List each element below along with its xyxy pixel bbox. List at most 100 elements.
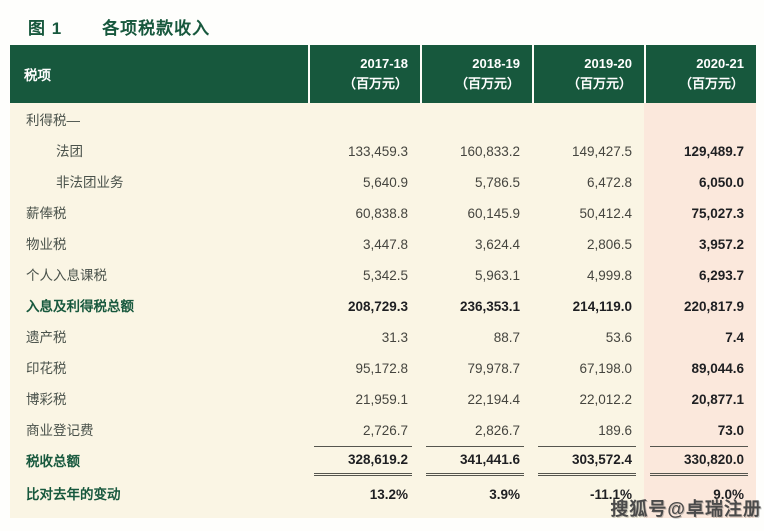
header-year: 2019-20 <box>584 55 632 71</box>
header-year: 2020-21 <box>696 55 744 71</box>
table-row-total-revenue: 税收总额 328,619.2 341,441.6 303,572.4 330,8… <box>10 446 756 479</box>
header-unit: （百万元） <box>342 76 408 91</box>
cell: 7.4 <box>725 330 744 345</box>
cell: 133,459.3 <box>347 144 408 159</box>
cell: 22,012.2 <box>579 392 632 407</box>
cell: 75,027.3 <box>691 206 744 221</box>
cell: 328,619.2 <box>308 446 420 479</box>
header-year: 2018-19 <box>472 55 520 71</box>
cell: 303,572.4 <box>532 446 644 479</box>
figure-number: 图 1 <box>28 19 63 38</box>
figure-heading: 图 1 各项税款收入 <box>28 14 210 39</box>
cell <box>420 105 532 136</box>
cell: 6,050.0 <box>698 175 744 190</box>
row-label: 印花税 <box>26 361 67 376</box>
table-row-yoy-change: 比对去年的变动 13.2% 3.9% -11.1% 9.0% <box>10 479 756 510</box>
cell: 67,198.0 <box>579 361 632 376</box>
header-col-2020-21: 2020-21 （百万元） <box>644 45 756 103</box>
row-label: 遗产税 <box>26 330 67 345</box>
cell: 189.6 <box>598 423 632 438</box>
table-row-property-tax: 物业税 3,447.8 3,624.4 2,806.5 3,957.2 <box>10 229 756 260</box>
table-row-earnings-profits-total: 入息及利得税总额 208,729.3 236,353.1 214,119.0 2… <box>10 291 756 322</box>
cell: 341,441.6 <box>420 446 532 479</box>
row-label: 法团 <box>56 144 83 159</box>
header-col-2018-19: 2018-19 （百万元） <box>420 45 532 103</box>
row-label: 商业登记费 <box>26 423 94 438</box>
cell: 73.0 <box>717 423 744 438</box>
cell: 220,817.9 <box>683 299 744 314</box>
table-header-row: 税项 2017-18 （百万元） 2018-19 （百万元） 2019-20 （… <box>10 45 756 103</box>
total-value: 341,441.6 <box>426 446 524 476</box>
cell: 31.3 <box>381 330 408 345</box>
header-unit: （百万元） <box>566 76 632 91</box>
table-row-profits-tax: 利得税— <box>10 105 756 136</box>
cell: 60,145.9 <box>467 206 520 221</box>
row-label: 非法团业务 <box>56 175 124 190</box>
cell: 21,959.1 <box>355 392 408 407</box>
cell: 4,999.8 <box>586 268 632 283</box>
header-col-2019-20: 2019-20 （百万元） <box>532 45 644 103</box>
cell: 3,624.4 <box>474 237 520 252</box>
cell <box>644 105 756 136</box>
cell: 6,472.8 <box>586 175 632 190</box>
table-row-personal-assessment: 个人入息课税 5,342.5 5,963.1 4,999.8 6,293.7 <box>10 260 756 291</box>
row-label: 比对去年的变动 <box>26 487 121 502</box>
figure-title: 各项税款收入 <box>102 19 211 38</box>
table-row-unincorporated: 非法团业务 5,640.9 5,786.5 6,472.8 6,050.0 <box>10 167 756 198</box>
cell: 3.9% <box>489 487 520 502</box>
total-value: 303,572.4 <box>538 446 636 476</box>
cell: 13.2% <box>369 487 408 502</box>
table-row-stamp-duty: 印花税 95,172.8 79,978.7 67,198.0 89,044.6 <box>10 353 756 384</box>
cell: 60,838.8 <box>355 206 408 221</box>
cell: 3,957.2 <box>698 237 744 252</box>
cell: 6,293.7 <box>698 268 744 283</box>
row-label: 博彩税 <box>26 392 67 407</box>
cell: 89,044.6 <box>691 361 744 376</box>
cell: 3,447.8 <box>362 237 408 252</box>
table-row-business-registration: 商业登记费 2,726.7 2,826.7 189.6 73.0 <box>10 415 756 446</box>
row-label: 入息及利得税总额 <box>26 299 134 314</box>
header-unit: （百万元） <box>454 76 520 91</box>
cell: 208,729.3 <box>347 299 408 314</box>
table-row-estate-duty: 遗产税 31.3 88.7 53.6 7.4 <box>10 322 756 353</box>
cell: 9.0% <box>713 487 744 502</box>
cell: -11.1% <box>589 487 632 502</box>
cell: 2,726.7 <box>362 423 408 438</box>
header-unit: （百万元） <box>678 76 744 91</box>
table-row-betting-duty: 博彩税 21,959.1 22,194.4 22,012.2 20,877.1 <box>10 384 756 415</box>
header-col-2017-18: 2017-18 （百万元） <box>308 45 420 103</box>
cell: 330,820.0 <box>644 446 756 479</box>
watermark: 搜狐号@卓瑞注册 <box>610 499 762 519</box>
row-label: 薪俸税 <box>26 206 67 221</box>
cell: 88.7 <box>493 330 520 345</box>
tax-revenue-table: 税项 2017-18 （百万元） 2018-19 （百万元） 2019-20 （… <box>10 45 756 518</box>
row-label: 物业税 <box>26 237 67 252</box>
cell: 95,172.8 <box>355 361 408 376</box>
cell: 149,427.5 <box>571 144 632 159</box>
cell: 5,786.5 <box>474 175 520 190</box>
total-value: 328,619.2 <box>314 446 412 476</box>
cell: 5,640.9 <box>362 175 408 190</box>
row-label: 税收总额 <box>26 454 80 469</box>
cell: 53.6 <box>605 330 632 345</box>
table-row-salaries-tax: 薪俸税 60,838.8 60,145.9 50,412.4 75,027.3 <box>10 198 756 229</box>
table-body: 利得税— 法团 133,459.3 160,833.2 149,427.5 12… <box>10 103 756 518</box>
cell: 79,978.7 <box>467 361 520 376</box>
header-year: 2017-18 <box>360 55 408 71</box>
cell: 5,963.1 <box>474 268 520 283</box>
cell: 2,826.7 <box>474 423 520 438</box>
total-value: 330,820.0 <box>650 446 748 476</box>
cell: 2,806.5 <box>586 237 632 252</box>
cell <box>308 105 420 136</box>
row-label: 个人入息课税 <box>26 268 107 283</box>
row-label: 利得税— <box>26 113 80 128</box>
header-tax-item: 税项 <box>24 68 51 83</box>
cell: 5,342.5 <box>362 268 408 283</box>
cell: 22,194.4 <box>467 392 520 407</box>
cell: 236,353.1 <box>459 299 520 314</box>
highlight-column-band <box>644 103 756 518</box>
cell <box>532 105 644 136</box>
cell: 129,489.7 <box>683 144 744 159</box>
table-row-corporations: 法团 133,459.3 160,833.2 149,427.5 129,489… <box>10 136 756 167</box>
cell: 20,877.1 <box>691 392 744 407</box>
